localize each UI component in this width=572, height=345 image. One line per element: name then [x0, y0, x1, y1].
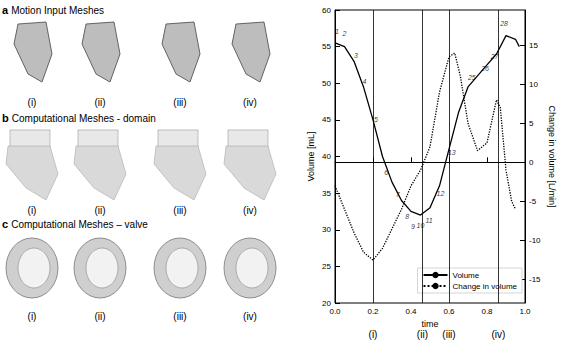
svg-text:(iv): (iv): [243, 205, 257, 216]
svg-text:7: 7: [395, 191, 400, 199]
svg-text:0.0: 0.0: [329, 307, 341, 316]
svg-text:(ii): (ii): [417, 329, 428, 340]
svg-text:Change in volume [L/min]: Change in volume [L/min]: [547, 105, 557, 207]
svg-text:35: 35: [322, 189, 331, 198]
svg-text:(iii): (iii): [173, 205, 186, 216]
svg-text:28: 28: [499, 20, 508, 27]
svg-text:Volume [mL]: Volume [mL]: [306, 131, 316, 181]
svg-text:25: 25: [322, 262, 331, 271]
svg-text:(iv): (iv): [243, 311, 257, 322]
svg-text:10: 10: [529, 80, 538, 89]
svg-text:15: 15: [529, 41, 538, 50]
svg-text:11: 11: [425, 217, 432, 224]
svg-text:(iv): (iv): [243, 97, 257, 108]
svg-text:(ii): (ii): [94, 97, 105, 108]
svg-text:2: 2: [342, 30, 347, 37]
svg-text:10: 10: [417, 222, 425, 229]
svg-text:a Motion Input Meshes: a Motion Input Meshes: [2, 4, 104, 16]
svg-text:b Computational Meshes - domai: b Computational Meshes - domain: [2, 112, 156, 124]
svg-text:5: 5: [529, 119, 534, 128]
svg-text:5: 5: [374, 116, 378, 123]
svg-text:(iii): (iii): [442, 329, 455, 340]
svg-text:50: 50: [322, 79, 331, 88]
svg-text:-10: -10: [529, 236, 541, 245]
svg-text:(iv): (iv): [491, 329, 505, 340]
svg-text:26: 26: [481, 65, 489, 73]
svg-text:(iii): (iii): [173, 97, 186, 108]
svg-text:0.2: 0.2: [367, 307, 379, 316]
svg-text:12: 12: [436, 189, 445, 197]
svg-text:9: 9: [411, 223, 415, 230]
svg-text:(i): (i): [28, 311, 37, 322]
svg-text:time: time: [421, 319, 439, 330]
svg-text:4: 4: [362, 78, 367, 86]
svg-text:(ii): (ii): [94, 205, 105, 216]
svg-text:30: 30: [322, 225, 331, 234]
svg-text:40: 40: [322, 152, 331, 161]
svg-text:1.0: 1.0: [519, 307, 531, 316]
svg-text:-15: -15: [529, 275, 541, 284]
svg-text:60: 60: [322, 6, 331, 15]
svg-text:0.6: 0.6: [443, 307, 455, 316]
svg-text:(i): (i): [28, 97, 37, 108]
svg-text:-5: -5: [529, 197, 537, 206]
svg-text:0: 0: [529, 158, 534, 167]
svg-text:1: 1: [335, 28, 339, 35]
svg-text:(i): (i): [28, 205, 37, 216]
svg-text:(i): (i): [369, 329, 378, 340]
svg-text:3: 3: [354, 52, 358, 59]
svg-text:0.4: 0.4: [405, 307, 417, 316]
svg-text:20: 20: [322, 298, 331, 308]
svg-text:0.8: 0.8: [481, 307, 493, 316]
svg-text:c Computational Meshes – valve: c Computational Meshes – valve: [2, 218, 148, 230]
svg-text:6: 6: [384, 169, 389, 177]
svg-text:25: 25: [467, 73, 476, 81]
svg-text:13: 13: [448, 149, 456, 157]
svg-text:8: 8: [405, 213, 409, 220]
svg-text:(iii): (iii): [173, 311, 186, 322]
svg-text:(ii): (ii): [94, 311, 105, 322]
svg-text:Volume: Volume: [453, 271, 480, 280]
svg-text:Change in volume: Change in volume: [453, 282, 518, 291]
svg-text:45: 45: [322, 115, 331, 124]
svg-text:55: 55: [322, 42, 331, 51]
